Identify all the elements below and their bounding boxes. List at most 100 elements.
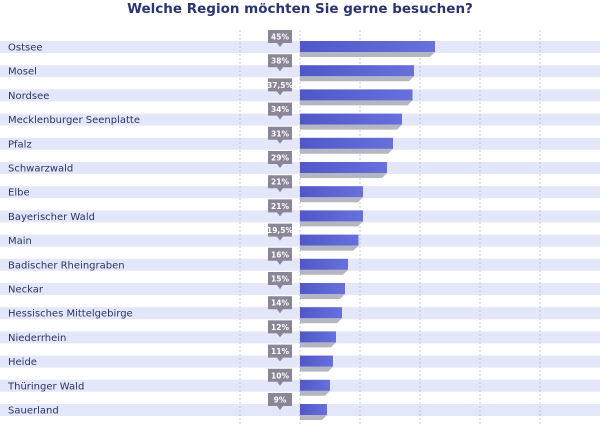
value-label: 21% (271, 178, 289, 187)
value-label: 9% (274, 396, 287, 405)
bar-shadow (300, 415, 327, 420)
category-label: Mosel (8, 67, 37, 78)
value-badges: 45% 38% 37,5% 34% 31% 29% 21% 21% 19,5% 16% 15% 14%… (267, 30, 294, 410)
bar-shadow (300, 148, 393, 154)
bar (300, 331, 336, 348)
bar (300, 89, 413, 106)
bar (300, 258, 348, 275)
value-badge: 11% (268, 344, 292, 362)
bar (300, 162, 387, 178)
bar (300, 283, 345, 299)
value-badge: 16% (268, 247, 292, 265)
bar-shadow (300, 366, 333, 372)
category-label: Badischer Rheingraben (8, 260, 125, 271)
category-label: Thüringer Wald (7, 381, 84, 392)
value-badge: 14% (268, 296, 292, 314)
value-badge: 37,5% (267, 78, 294, 96)
category-label: Main (8, 236, 32, 247)
category-label: Elbe (8, 188, 30, 199)
value-label: 21% (271, 202, 289, 211)
bar-shadow (300, 197, 363, 203)
bar-rect (300, 137, 393, 149)
bar-rect (300, 113, 402, 125)
value-label: 12% (271, 323, 289, 332)
bar-shadow (300, 294, 345, 299)
bar-shadow (300, 76, 414, 82)
category-label: Neckar (8, 285, 44, 296)
value-badge: 38% (268, 54, 292, 72)
bar-shadow (300, 269, 348, 275)
bar (300, 234, 359, 251)
category-label: Mecklenburger Seenplatte (8, 115, 140, 126)
bar-shadow (300, 52, 435, 57)
value-label: 15% (271, 275, 289, 284)
category-label: Bayerischer Wald (8, 212, 95, 223)
bar (300, 113, 402, 130)
bar-shadow (300, 245, 359, 251)
category-label: Pfalz (8, 139, 32, 150)
value-label: 10% (271, 371, 289, 380)
value-badge: 31% (268, 126, 292, 144)
value-label: 14% (271, 299, 289, 308)
category-label: Sauerland (8, 406, 59, 417)
bar (300, 210, 363, 227)
bar (300, 186, 363, 203)
bar-rect (300, 41, 435, 52)
value-badge: 21% (268, 199, 292, 217)
bar-rect (300, 65, 414, 77)
bar (300, 307, 342, 324)
bar-rect (300, 331, 336, 343)
bar-shadow (300, 342, 336, 348)
bar-shadow (300, 318, 342, 324)
value-badge: 34% (268, 102, 292, 120)
category-label: Schwarzwald (8, 164, 73, 175)
bar-rect (300, 89, 413, 101)
value-badge: 9% (268, 393, 292, 410)
bar-rect (300, 404, 327, 415)
bar-rect (300, 210, 363, 222)
bar-rect (300, 258, 348, 270)
bar-rect (300, 186, 363, 198)
value-label: 31% (271, 129, 289, 138)
bar-shadow (300, 173, 387, 178)
bar (300, 41, 435, 57)
value-label: 38% (271, 57, 289, 66)
bar (300, 137, 393, 154)
bar (300, 355, 333, 372)
value-badge: 45% (268, 30, 292, 47)
category-labels: Ostsee Mosel Nordsee Mecklenburger Seenplat… (7, 43, 140, 417)
bar-shadow (300, 100, 413, 106)
category-label: Hessisches Mittelgebirge (8, 309, 133, 320)
bar-rect (300, 162, 387, 173)
bar-rect (300, 355, 333, 367)
value-badge: 29% (268, 151, 292, 168)
bar-rect (300, 379, 330, 391)
value-badge: 15% (268, 272, 292, 289)
bar (300, 404, 327, 420)
category-label: Ostsee (8, 43, 43, 54)
value-badge: 10% (268, 368, 292, 386)
value-label: 37,5% (267, 81, 294, 90)
value-label: 29% (271, 154, 289, 163)
bar-rect (300, 283, 345, 294)
category-label: Heide (8, 357, 37, 368)
bar-shadow (300, 390, 330, 396)
value-label: 45% (271, 33, 289, 42)
value-badge: 19,5% (267, 223, 294, 241)
bar-rect (300, 234, 359, 246)
chart-title: Welche Region möchten Sie gerne besuchen… (127, 1, 473, 17)
value-label: 34% (271, 105, 289, 114)
bar-shadow (300, 124, 402, 130)
bar-shadow (300, 221, 363, 227)
bar (300, 65, 414, 82)
bar-rect (300, 307, 342, 319)
category-label: Niederrhein (8, 333, 66, 344)
bar (300, 379, 330, 396)
value-label: 16% (271, 250, 289, 259)
category-label: Nordsee (8, 91, 49, 102)
bars (300, 41, 435, 420)
value-label: 19,5% (267, 226, 294, 235)
value-badge: 21% (268, 175, 292, 193)
value-badge: 12% (268, 320, 292, 338)
